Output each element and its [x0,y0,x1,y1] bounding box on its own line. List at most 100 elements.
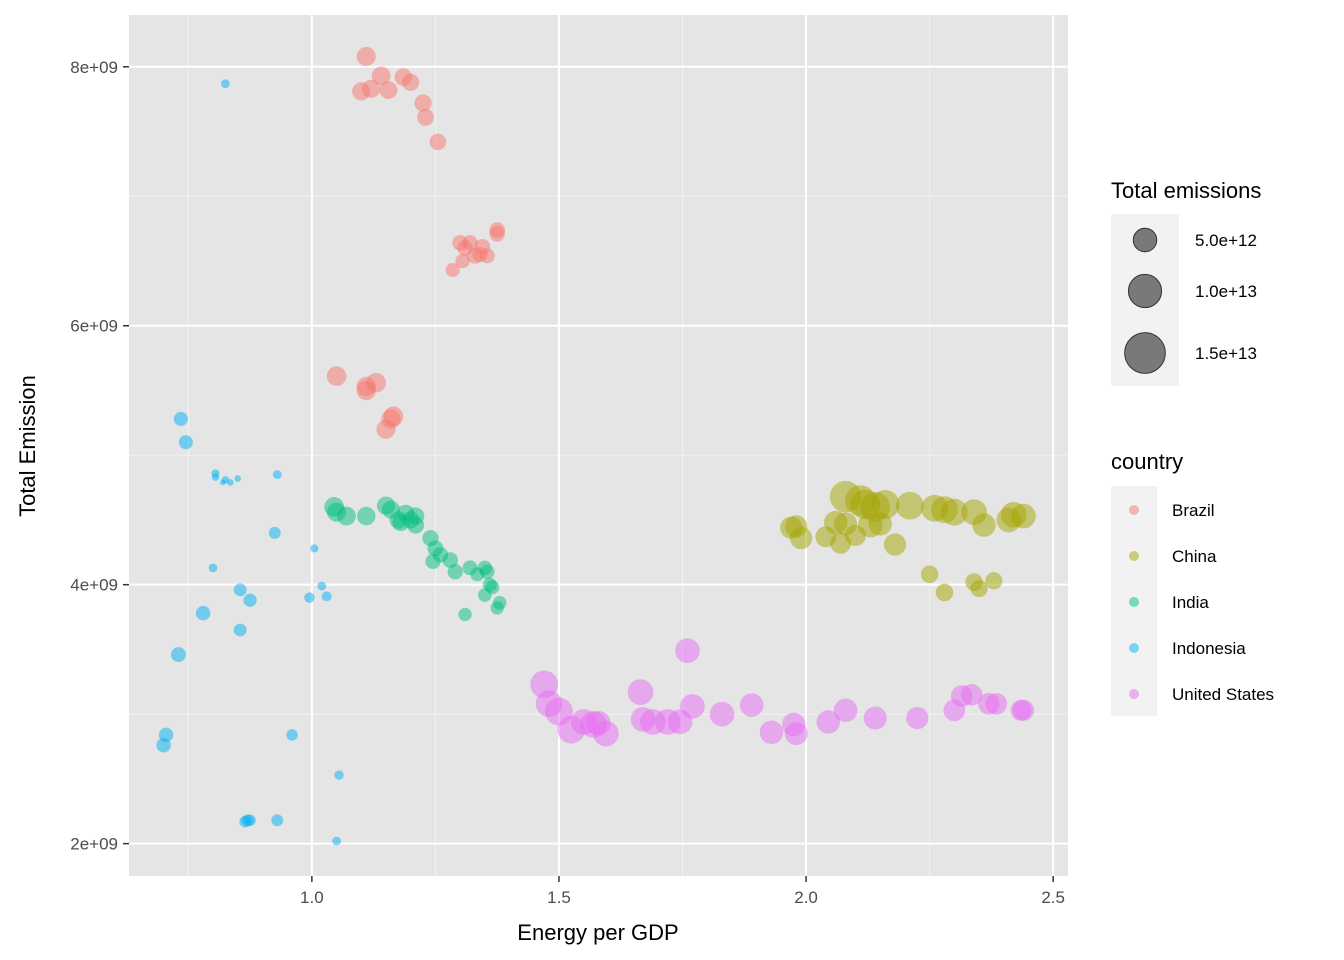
size-legend-key [1127,273,1163,309]
data-point-indonesia [268,526,281,539]
data-point-brazil [417,108,434,126]
data-point-china [996,507,1022,533]
data-point-united-states [784,722,808,746]
data-point-china [844,524,866,546]
y-tick-label: 2e+09 [70,835,118,854]
data-point-indonesia [304,592,315,603]
data-point-united-states [759,720,784,745]
data-point-united-states [833,698,858,723]
data-point-united-states [985,693,1008,715]
data-point-indonesia [332,836,341,846]
data-point-india [425,553,441,569]
y-tick-label: 6e+09 [70,317,118,336]
y-axis-title: Total Emission [15,375,40,517]
data-point-brazil [379,81,398,100]
data-point-brazil [376,419,396,439]
data-point-india [490,601,504,615]
data-point-china [895,491,924,520]
data-point-indonesia [220,79,230,89]
data-point-united-states [586,710,611,736]
plot-panel [129,15,1068,876]
color-legend-label: India [1172,593,1209,612]
data-point-united-states [627,679,654,706]
data-point-brazil [371,66,391,86]
data-point-united-states [630,707,656,732]
size-legend: Total emissions 5.0e+12 1.0e+13 1.5e+13 [1111,178,1261,386]
color-legend: country Brazil China India Indonesia United … [1111,449,1274,716]
data-point-india [458,607,472,622]
x-tick-label: 2.5 [1041,888,1065,907]
size-legend-key [1124,332,1166,374]
data-points [156,46,1036,846]
data-point-brazil [356,46,376,66]
data-point-brazil [356,380,376,401]
data-point-china [985,572,1003,590]
data-point-brazil [479,248,495,264]
data-point-indonesia [195,605,211,621]
color-legend-key [1129,689,1139,699]
size-legend-label: 1.5e+13 [1195,344,1257,363]
x-tick-label: 1.5 [547,888,571,907]
data-point-china [972,513,996,537]
data-point-brazil [489,226,505,242]
data-point-indonesia [220,479,226,486]
color-legend-label: China [1172,547,1217,566]
data-point-indonesia [156,737,171,753]
data-point-india [477,588,492,602]
data-point-indonesia [178,435,193,450]
data-point-china [935,583,954,602]
data-point-indonesia [286,729,298,741]
data-point-china [883,533,907,556]
x-tick-label: 2.0 [794,888,818,907]
data-point-brazil [455,253,470,269]
data-point-united-states [739,693,764,717]
data-point-china [868,512,892,536]
size-legend-label: 5.0e+12 [1195,231,1257,250]
data-point-indonesia [170,647,186,663]
color-legend-label: Indonesia [1172,639,1246,658]
data-point-china [920,565,939,584]
data-point-indonesia [173,411,188,427]
data-point-united-states [1013,699,1035,721]
data-point-indonesia [239,815,251,828]
data-point-india [337,506,356,526]
data-point-india [407,516,425,534]
data-point-united-states [680,694,705,719]
size-legend-label: 1.0e+13 [1195,282,1257,301]
data-point-brazil [352,82,371,101]
data-point-brazil [402,73,420,91]
data-point-indonesia [272,470,282,480]
data-point-united-states [709,701,735,727]
data-point-indonesia [226,479,234,486]
data-point-united-states [816,710,841,734]
data-point-indonesia [233,623,247,637]
data-point-indonesia [271,814,284,827]
x-tick-label: 1.0 [300,888,324,907]
data-point-brazil [429,133,447,151]
data-point-united-states [960,683,983,706]
color-legend-key [1129,597,1139,607]
color-legend-label: United States [1172,685,1274,704]
data-point-indonesia [321,591,332,602]
data-point-indonesia [211,473,220,481]
data-point-indonesia [233,583,247,597]
data-point-united-states [906,706,929,730]
size-legend-title: Total emissions [1111,178,1261,203]
size-legend-key [1132,227,1158,253]
data-point-indonesia [243,593,257,607]
color-legend-key [1129,505,1139,515]
data-point-india [447,564,463,580]
data-point-united-states [675,638,700,664]
data-point-indonesia [334,770,344,780]
data-point-indonesia [234,475,242,482]
data-point-indonesia [310,544,319,553]
color-legend-key [1129,643,1139,653]
data-point-brazil [445,263,460,278]
data-point-united-states [863,706,887,730]
data-point-india [356,506,376,526]
color-legend-key [1129,551,1139,561]
color-legend-title: country [1111,449,1183,474]
color-legend-label: Brazil [1172,501,1215,520]
data-point-brazil [326,366,347,387]
